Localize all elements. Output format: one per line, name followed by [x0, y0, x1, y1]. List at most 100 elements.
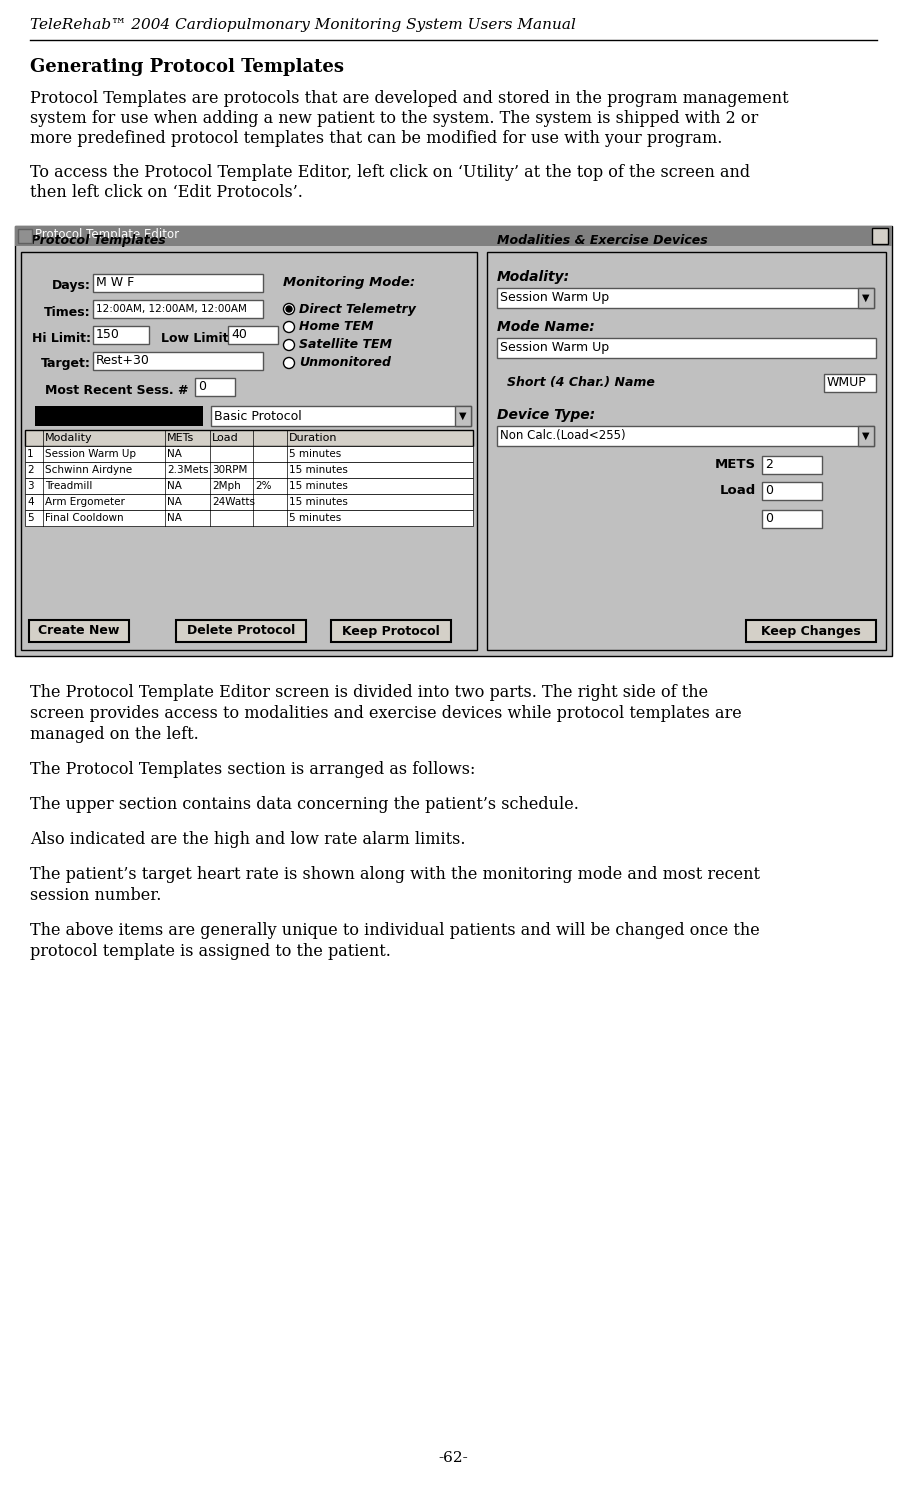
Text: NA: NA: [167, 513, 182, 523]
Text: x: x: [874, 229, 882, 241]
Text: Duration: Duration: [289, 434, 337, 443]
Text: Generating Protocol Templates: Generating Protocol Templates: [30, 58, 344, 76]
Text: Session Warm Up: Session Warm Up: [500, 292, 610, 304]
Text: 5: 5: [27, 513, 34, 523]
Text: Load: Load: [212, 434, 239, 443]
Text: system for use when adding a new patient to the system. The system is shipped wi: system for use when adding a new patient…: [30, 110, 758, 127]
Text: ▼: ▼: [863, 431, 870, 441]
Text: Protocol Template Editor: Protocol Template Editor: [35, 228, 179, 241]
Text: -62-: -62-: [439, 1451, 468, 1465]
Text: managed on the left.: managed on the left.: [30, 726, 199, 744]
Text: Treadmill: Treadmill: [45, 481, 93, 492]
Text: Target:: Target:: [41, 358, 91, 371]
Text: NA: NA: [167, 448, 182, 459]
Circle shape: [284, 322, 295, 332]
Text: Final Cooldown: Final Cooldown: [45, 513, 123, 523]
Text: 0: 0: [765, 513, 773, 526]
Text: Days:: Days:: [52, 280, 91, 292]
Text: 15 minutes: 15 minutes: [289, 465, 348, 475]
Text: TeleRehab™ 2004 Cardiopulmonary Monitoring System Users Manual: TeleRehab™ 2004 Cardiopulmonary Monitori…: [30, 18, 576, 31]
FancyBboxPatch shape: [29, 620, 129, 642]
Text: 0: 0: [765, 484, 773, 498]
Text: The Protocol Template Editor screen is divided into two parts. The right side of: The Protocol Template Editor screen is d…: [30, 684, 708, 700]
Text: METS: METS: [715, 457, 756, 471]
Text: 3: 3: [27, 481, 34, 492]
FancyBboxPatch shape: [25, 478, 473, 495]
Text: 4: 4: [27, 498, 34, 507]
FancyBboxPatch shape: [762, 481, 822, 501]
FancyBboxPatch shape: [858, 426, 874, 446]
Text: 2%: 2%: [255, 481, 271, 492]
FancyBboxPatch shape: [25, 495, 473, 510]
Text: Load: Load: [720, 484, 756, 498]
Text: 12:00AM, 12:00AM, 12:00AM: 12:00AM, 12:00AM, 12:00AM: [96, 304, 247, 314]
FancyBboxPatch shape: [25, 446, 473, 462]
Text: 15 minutes: 15 minutes: [289, 481, 348, 492]
Text: Modality:: Modality:: [497, 270, 571, 285]
Text: ▼: ▼: [863, 294, 870, 302]
Text: 30RPM: 30RPM: [212, 465, 248, 475]
Text: 5 minutes: 5 minutes: [289, 513, 341, 523]
Text: protocol template is assigned to the patient.: protocol template is assigned to the pat…: [30, 943, 391, 960]
Text: Keep Protocol: Keep Protocol: [342, 624, 440, 638]
Text: Modality: Modality: [45, 434, 93, 443]
Text: Delete Protocol: Delete Protocol: [187, 624, 295, 638]
Text: Hi Limit:: Hi Limit:: [32, 331, 91, 344]
Text: Keep Changes: Keep Changes: [761, 624, 861, 638]
FancyBboxPatch shape: [824, 374, 876, 392]
Text: Non Calc.(Load<255): Non Calc.(Load<255): [500, 429, 626, 443]
Text: NA: NA: [167, 498, 182, 507]
FancyBboxPatch shape: [331, 620, 451, 642]
Text: 2: 2: [765, 459, 773, 471]
Text: METs: METs: [167, 434, 194, 443]
FancyBboxPatch shape: [762, 456, 822, 474]
FancyBboxPatch shape: [93, 274, 263, 292]
Text: 40: 40: [231, 328, 247, 341]
FancyBboxPatch shape: [858, 288, 874, 308]
Text: Mode Name:: Mode Name:: [497, 320, 595, 334]
Text: NA: NA: [167, 481, 182, 492]
Text: 2.3Mets: 2.3Mets: [167, 465, 209, 475]
Text: The above items are generally unique to individual patients and will be changed : The above items are generally unique to …: [30, 922, 760, 939]
Circle shape: [284, 304, 295, 314]
Text: The Protocol Templates section is arranged as follows:: The Protocol Templates section is arrang…: [30, 761, 475, 778]
Text: Arm Ergometer: Arm Ergometer: [45, 498, 125, 507]
FancyBboxPatch shape: [21, 252, 477, 650]
Text: Device Type:: Device Type:: [497, 408, 595, 422]
Text: Unmonitored: Unmonitored: [299, 356, 391, 370]
Circle shape: [284, 340, 295, 350]
Text: Exercise Prescription: Exercise Prescription: [39, 408, 197, 422]
Text: 5 minutes: 5 minutes: [289, 448, 341, 459]
Text: Session Warm Up: Session Warm Up: [500, 341, 610, 355]
Text: The upper section contains data concerning the patient’s schedule.: The upper section contains data concerni…: [30, 796, 579, 814]
FancyBboxPatch shape: [93, 299, 263, 317]
FancyBboxPatch shape: [211, 405, 471, 426]
Text: Short (4 Char.) Name: Short (4 Char.) Name: [507, 375, 655, 389]
Text: 1: 1: [27, 448, 34, 459]
FancyBboxPatch shape: [93, 326, 149, 344]
Text: Create New: Create New: [38, 624, 120, 638]
Circle shape: [284, 358, 295, 368]
FancyBboxPatch shape: [15, 226, 892, 656]
FancyBboxPatch shape: [228, 326, 278, 344]
Text: To access the Protocol Template Editor, left click on ‘Utility’ at the top of th: To access the Protocol Template Editor, …: [30, 164, 750, 180]
Text: ▼: ▼: [459, 411, 467, 422]
Text: then left click on ‘Edit Protocols’.: then left click on ‘Edit Protocols’.: [30, 183, 303, 201]
Text: Basic Protocol: Basic Protocol: [214, 410, 302, 423]
Text: Protocol Templates are protocols that are developed and stored in the program ma: Protocol Templates are protocols that ar…: [30, 89, 788, 107]
FancyBboxPatch shape: [176, 620, 306, 642]
FancyBboxPatch shape: [497, 338, 876, 358]
Circle shape: [286, 305, 292, 311]
Text: Most Recent Sess. #: Most Recent Sess. #: [45, 383, 189, 396]
FancyBboxPatch shape: [497, 288, 874, 308]
Text: 2: 2: [27, 465, 34, 475]
Text: Protocol Templates: Protocol Templates: [31, 234, 166, 247]
FancyBboxPatch shape: [18, 229, 32, 243]
Text: Modalities & Exercise Devices: Modalities & Exercise Devices: [497, 234, 707, 247]
Text: Direct Telemetry: Direct Telemetry: [299, 302, 416, 316]
Text: Satellite TEM: Satellite TEM: [299, 338, 392, 352]
Text: Home TEM: Home TEM: [299, 320, 374, 334]
FancyBboxPatch shape: [746, 620, 876, 642]
Text: session number.: session number.: [30, 887, 161, 904]
FancyBboxPatch shape: [872, 228, 888, 244]
